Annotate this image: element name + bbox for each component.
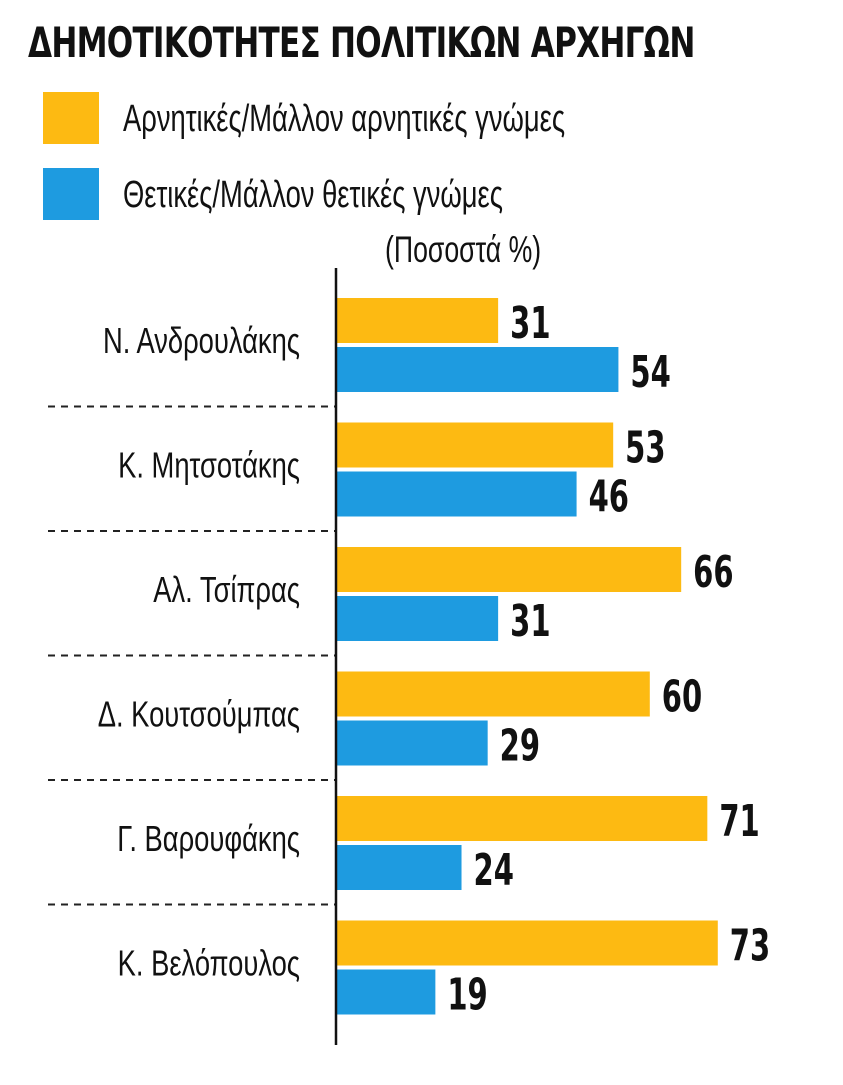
- unit-label: (Ποσοστά %): [385, 229, 542, 270]
- category-label: Δ. Κουτσούμπας: [98, 694, 300, 735]
- bar-negative: [336, 298, 499, 343]
- bar-positive: [336, 845, 462, 890]
- data-label: 19: [447, 968, 487, 1020]
- data-label: 71: [719, 795, 759, 847]
- legend-label-negative: Αρνητικές/Μάλλον αρνητικές γνώμες: [123, 98, 566, 140]
- bar-positive: [336, 347, 619, 392]
- category-label: Κ. Μητσοτάκης: [118, 445, 300, 486]
- bar-negative: [336, 796, 708, 841]
- data-label: 54: [630, 346, 670, 398]
- data-label: 31: [510, 595, 550, 647]
- data-label: 60: [662, 670, 702, 722]
- data-label: 66: [693, 546, 733, 598]
- category-label: Γ. Βαρουφάκης: [117, 818, 300, 859]
- bar-positive: [336, 720, 488, 766]
- data-label: 29: [500, 719, 540, 771]
- data-label: 73: [730, 919, 770, 971]
- bar-positive: [336, 969, 436, 1015]
- legend-label-positive: Θετικές/Μάλλον θετικές γνώμες: [123, 174, 503, 216]
- bar-negative: [336, 671, 650, 717]
- data-label: 53: [625, 421, 665, 473]
- bar-positive: [336, 471, 577, 517]
- bar-negative: [336, 920, 718, 966]
- chart-title: ΔΗΜΟΤΙΚΟΤΗΤΕΣ ΠΟΛΙΤΙΚΩΝ ΑΡΧΗΓΩΝ: [28, 18, 695, 67]
- data-label: 46: [589, 470, 629, 522]
- data-label: 31: [510, 297, 550, 349]
- category-label: Ν. Ανδρουλάκης: [103, 320, 300, 361]
- bar-negative: [336, 422, 614, 468]
- legend-swatch-positive: [43, 168, 99, 220]
- category-label: Κ. Βελόπουλος: [118, 943, 300, 984]
- bar-negative: [336, 547, 682, 592]
- category-label: Αλ. Τσίπρας: [153, 569, 300, 610]
- data-label: 24: [474, 844, 514, 896]
- bar-positive: [336, 596, 499, 641]
- legend-swatch-negative: [43, 92, 99, 144]
